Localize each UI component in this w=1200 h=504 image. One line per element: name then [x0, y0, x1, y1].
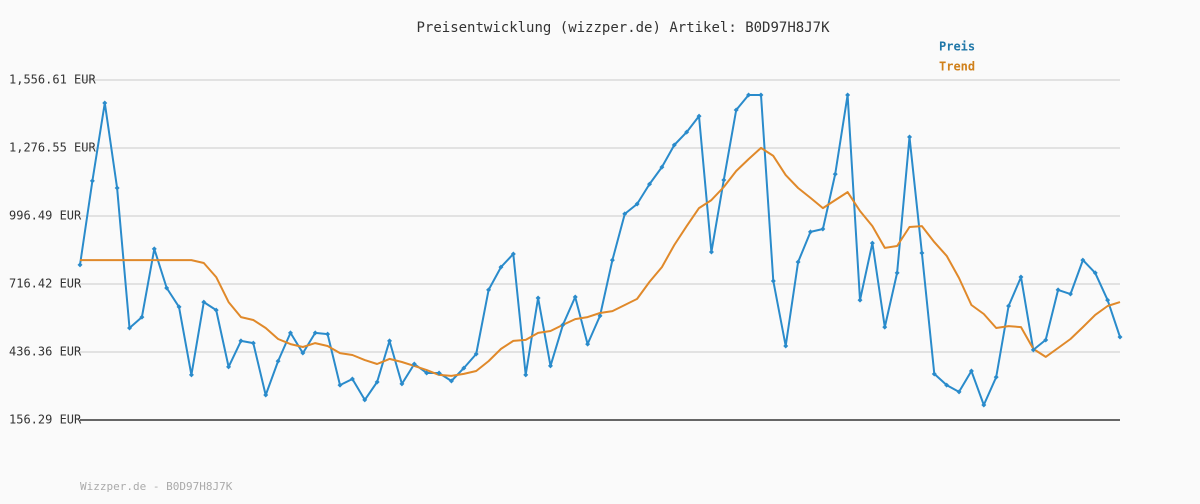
point-marker	[411, 361, 417, 367]
point-marker	[869, 240, 875, 246]
point-marker	[708, 249, 714, 255]
point-marker	[349, 376, 355, 382]
point-marker	[89, 178, 95, 184]
y-tick-label: 1,556.61 EUR	[9, 73, 96, 87]
point-marker	[746, 92, 752, 98]
point-marker	[238, 338, 244, 344]
point-marker	[188, 372, 194, 378]
point-marker	[151, 246, 157, 252]
point-marker	[523, 372, 529, 378]
point-marker	[733, 107, 739, 113]
point-marker	[287, 330, 293, 336]
point-marker	[907, 134, 913, 140]
point-marker	[1117, 334, 1123, 340]
legend-label: Trend	[939, 60, 975, 74]
point-marker	[1105, 297, 1111, 303]
point-marker	[213, 307, 219, 313]
point-marker	[250, 340, 256, 346]
point-marker	[832, 171, 838, 177]
point-marker	[114, 185, 120, 191]
point-marker	[337, 382, 343, 388]
point-marker	[820, 226, 826, 232]
point-marker	[1055, 287, 1061, 293]
point-marker	[807, 229, 813, 235]
point-marker	[374, 379, 380, 385]
point-marker	[944, 382, 950, 388]
point-marker	[164, 285, 170, 291]
point-marker	[201, 299, 207, 305]
point-marker	[993, 374, 999, 380]
point-marker	[461, 365, 467, 371]
point-marker	[696, 113, 702, 119]
point-marker	[498, 264, 504, 270]
point-marker	[634, 201, 640, 207]
point-marker	[857, 297, 863, 303]
point-marker	[486, 287, 492, 293]
point-marker	[1080, 257, 1086, 263]
point-marker	[473, 351, 479, 357]
point-marker	[1006, 303, 1012, 309]
point-marker	[77, 262, 83, 268]
point-marker	[300, 350, 306, 356]
point-marker	[1043, 337, 1049, 343]
point-marker	[882, 324, 888, 330]
point-marker	[845, 92, 851, 98]
y-tick-label: 1,276.55 EUR	[9, 140, 96, 154]
point-marker	[547, 363, 553, 369]
point-marker	[919, 250, 925, 256]
point-marker	[981, 402, 987, 408]
point-marker	[783, 343, 789, 349]
legend-label: Preis	[939, 40, 975, 54]
point-marker	[770, 278, 776, 284]
point-marker	[102, 100, 108, 106]
point-marker	[560, 322, 566, 328]
point-marker	[139, 314, 145, 320]
point-marker	[795, 259, 801, 265]
footer: Wizzper.de - B0D97H8J7K	[80, 480, 233, 493]
point-marker	[622, 211, 628, 217]
point-marker	[609, 257, 615, 263]
point-marker	[894, 270, 900, 276]
point-marker	[275, 358, 281, 364]
y-tick-label: 996.49 EUR	[9, 208, 82, 222]
point-marker	[659, 164, 665, 170]
point-marker	[758, 92, 764, 98]
point-marker	[325, 331, 331, 337]
point-marker	[399, 381, 405, 387]
y-tick-label: 436.36 EUR	[9, 344, 82, 358]
y-tick-label: 716.42 EUR	[9, 276, 82, 290]
point-marker	[436, 370, 442, 376]
point-marker	[572, 294, 578, 300]
point-marker	[671, 142, 677, 148]
point-marker	[510, 251, 516, 257]
point-marker	[1018, 274, 1024, 280]
point-marker	[362, 397, 368, 403]
series-line	[80, 146, 1121, 377]
point-marker	[312, 330, 318, 336]
point-marker	[968, 368, 974, 374]
point-marker	[263, 392, 269, 398]
point-marker	[387, 338, 393, 344]
point-marker	[535, 295, 541, 301]
point-marker	[956, 389, 962, 395]
point-marker	[931, 371, 937, 377]
point-marker	[176, 304, 182, 310]
point-marker	[1067, 291, 1073, 297]
point-marker	[448, 378, 454, 384]
point-marker	[127, 325, 133, 331]
point-marker	[1030, 347, 1036, 353]
y-tick-label: 156.29 EUR	[9, 413, 82, 427]
point-marker	[647, 181, 653, 187]
point-marker	[1092, 270, 1098, 276]
point-marker	[721, 177, 727, 183]
point-marker	[226, 364, 232, 370]
point-marker	[585, 341, 591, 347]
chart-title: Preisentwicklung (wizzper.de) Artikel: B…	[416, 20, 830, 36]
point-marker	[597, 313, 603, 319]
point-marker	[424, 370, 430, 376]
point-marker	[684, 129, 690, 135]
